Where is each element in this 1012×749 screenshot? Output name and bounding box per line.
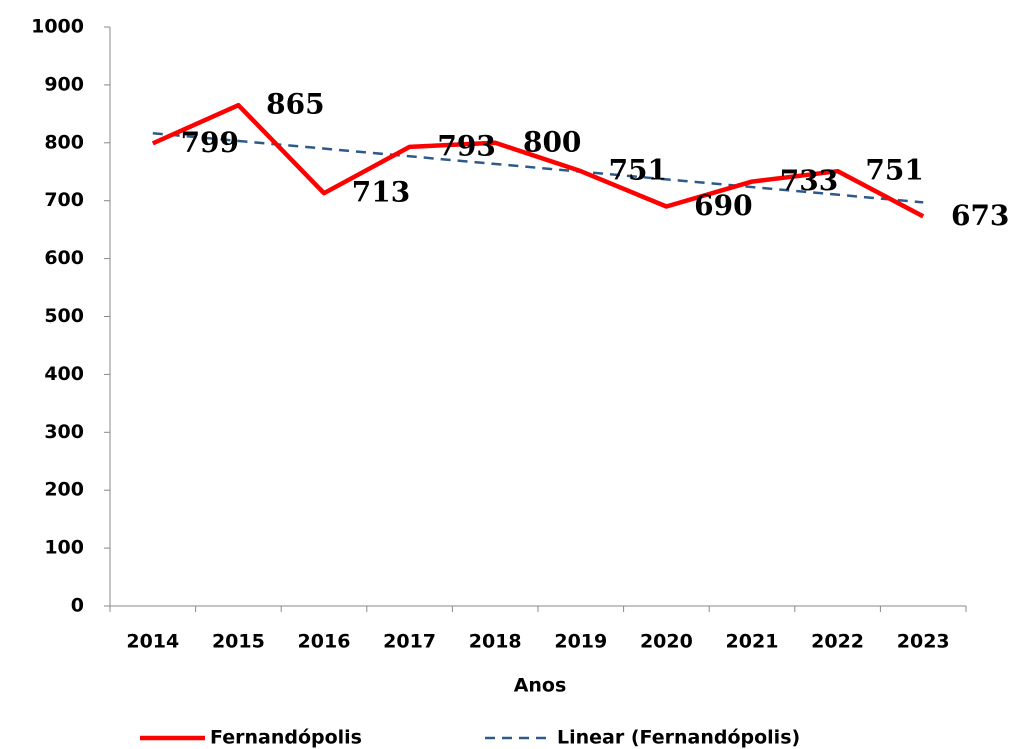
x-tick-label: 2015 xyxy=(212,631,265,653)
data-label: 713 xyxy=(352,176,410,209)
x-tick-label: 2016 xyxy=(298,631,351,653)
data-label: 751 xyxy=(609,154,667,187)
y-tick-label: 0 xyxy=(71,595,84,617)
x-tick-label: 2014 xyxy=(126,631,179,653)
data-label: 751 xyxy=(865,154,923,187)
y-tick-label: 300 xyxy=(44,421,84,443)
x-tick-label: 2017 xyxy=(383,631,436,653)
y-tick-label: 900 xyxy=(44,73,84,95)
y-tick-label: 500 xyxy=(44,305,84,327)
y-tick-label: 600 xyxy=(44,247,84,269)
trendline xyxy=(152,131,924,204)
x-tick-label: 2022 xyxy=(811,631,864,653)
x-tick-label: 2023 xyxy=(897,631,950,653)
y-tick-label: 200 xyxy=(44,479,84,501)
data-label: 690 xyxy=(694,189,752,222)
y-tick-label: 1000 xyxy=(31,16,84,38)
data-label: 733 xyxy=(780,164,838,197)
legend-label: Fernandópolis xyxy=(210,727,362,749)
x-tick-label: 2020 xyxy=(640,631,693,653)
x-tick-label: 2019 xyxy=(554,631,607,653)
data-label: 865 xyxy=(266,88,324,121)
y-tick-label: 400 xyxy=(44,363,84,385)
data-label: 800 xyxy=(523,125,581,158)
data-label: 793 xyxy=(437,129,495,162)
x-axis-title: Anos xyxy=(514,675,567,697)
data-label: 799 xyxy=(181,126,239,159)
legend-label: Linear (Fernandópolis) xyxy=(557,727,800,749)
y-tick-label: 700 xyxy=(44,189,84,211)
x-tick-label: 2018 xyxy=(469,631,522,653)
y-tick-label: 800 xyxy=(44,131,84,153)
data-label: 673 xyxy=(951,199,1009,232)
y-tick-label: 100 xyxy=(44,537,84,559)
data-line xyxy=(151,102,925,219)
x-tick-label: 2021 xyxy=(726,631,779,653)
